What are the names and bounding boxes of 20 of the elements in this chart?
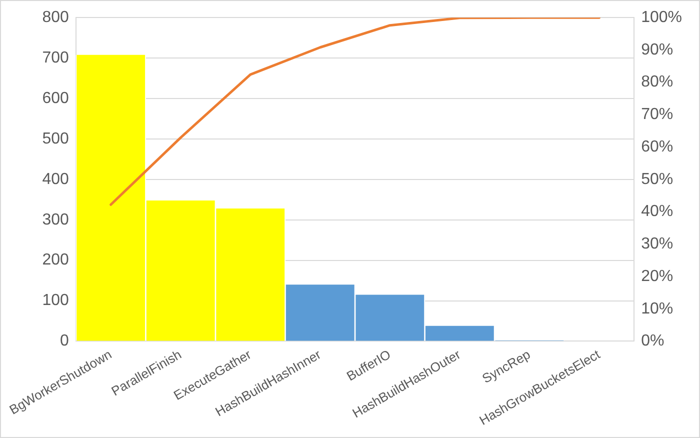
y2-tick-label: 10%	[641, 300, 674, 318]
y2-tick-label: 30%	[641, 236, 674, 253]
y2-tick-label: 90%	[641, 41, 674, 58]
y2-tick-label: 50%	[641, 170, 674, 188]
y-tick-label: 800	[42, 9, 70, 26]
y2-tick-label: 0%	[641, 332, 664, 350]
y-tick-label: 200	[42, 252, 70, 269]
y-tick-label: 500	[42, 130, 70, 148]
y-tick-label: 100	[42, 292, 70, 310]
y-tick-label: 700	[42, 49, 70, 66]
y2-tick-label: 60%	[641, 138, 674, 156]
y2-tick-label: 70%	[641, 106, 674, 124]
y2-tick-label: 40%	[641, 203, 674, 220]
y-tick-label: 300	[42, 211, 70, 228]
y-tick-label: 0	[60, 332, 70, 350]
y2-tick-label: 20%	[641, 268, 674, 285]
y-tick-label: 600	[42, 90, 70, 107]
y-tick-label: 400	[42, 170, 70, 188]
y2-tick-label: 100%	[641, 9, 682, 26]
y2-tick-label: 80%	[641, 74, 674, 91]
